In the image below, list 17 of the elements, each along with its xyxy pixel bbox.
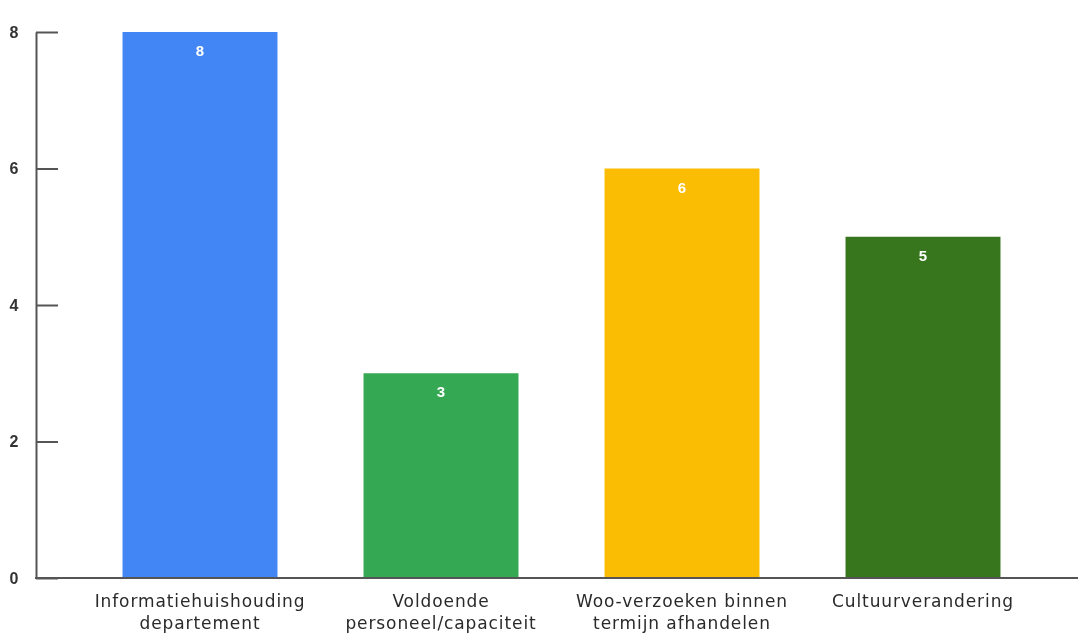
y-tick-label: 4 [9,296,19,314]
x-tick-label: Woo-verzoeken binnen termijn afhandelen [575,591,789,633]
x-tick-label: Informatiehuishouding departement [94,591,306,633]
bar [122,32,278,578]
y-tick-label: 8 [9,23,19,41]
data-label: 3 [436,383,446,401]
x-tick-label: Cultuurverandering [832,591,1014,611]
x-tick-label: Voldoende personeel/capaciteit [345,591,537,633]
bar [363,373,519,578]
data-label: 6 [677,178,687,196]
y-tick-label: 6 [9,160,19,178]
y-tick-label: 0 [9,569,19,587]
bar [604,168,760,578]
data-label: 5 [918,246,928,264]
data-label: 8 [195,42,205,59]
y-tick-label: 2 [9,433,19,451]
bar [845,236,1001,578]
